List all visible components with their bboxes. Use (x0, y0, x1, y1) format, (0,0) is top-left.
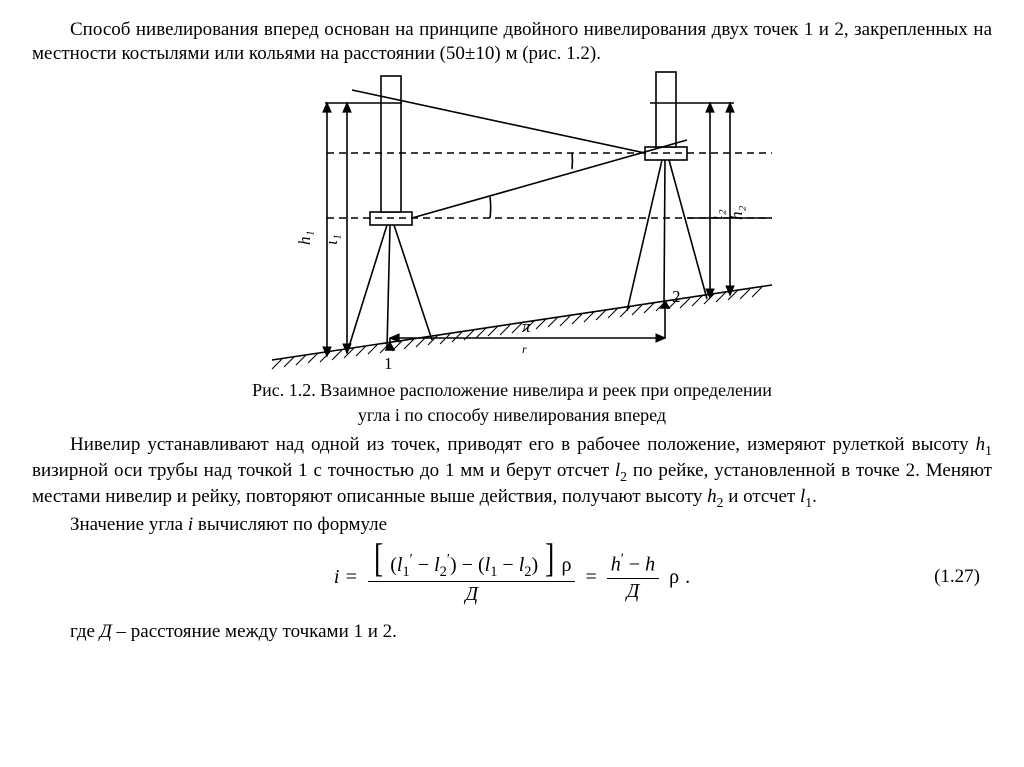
caption-line-2: угла i по способу нивелирования вперед (358, 405, 666, 425)
svg-text:r: r (522, 342, 527, 356)
svg-text:2: 2 (672, 287, 681, 306)
svg-text:h₁: h₁ (295, 230, 314, 244)
formula-row: i = [ (l1′ − l2′) − (l1 − l2) ] ρ Д = h′… (32, 540, 992, 614)
equation-number: (1.27) (934, 565, 980, 589)
svg-text:ι₁: ι₁ (322, 234, 341, 245)
leveling-diagram: h₁ ι₁ h₂ ι₂ 1 2 π r (232, 70, 792, 370)
svg-text:h₂: h₂ (727, 205, 746, 220)
caption-line-1: Рис. 1.2. Взаимное расположение нивелира… (252, 380, 772, 400)
figure-container: h₁ ι₁ h₂ ι₂ 1 2 π r (32, 70, 992, 377)
svg-text:π: π (522, 317, 531, 336)
paragraph-where: где Д – расстояние между точками 1 и 2. (32, 620, 992, 644)
formula: i = [ (l1′ − l2′) − (l1 − l2) ] ρ Д = h′… (334, 548, 690, 607)
paragraph-angle: Значение угла i вычисляют по формуле (32, 513, 992, 537)
paragraph-intro: Способ нивелирования вперед основан на п… (32, 18, 992, 66)
figure-caption: Рис. 1.2. Взаимное расположение нивелира… (32, 378, 992, 427)
svg-text:1: 1 (384, 354, 393, 370)
paragraph-method: Нивелир устанавливают над одной из точек… (32, 433, 992, 511)
svg-text:ι₂: ι₂ (707, 209, 726, 220)
